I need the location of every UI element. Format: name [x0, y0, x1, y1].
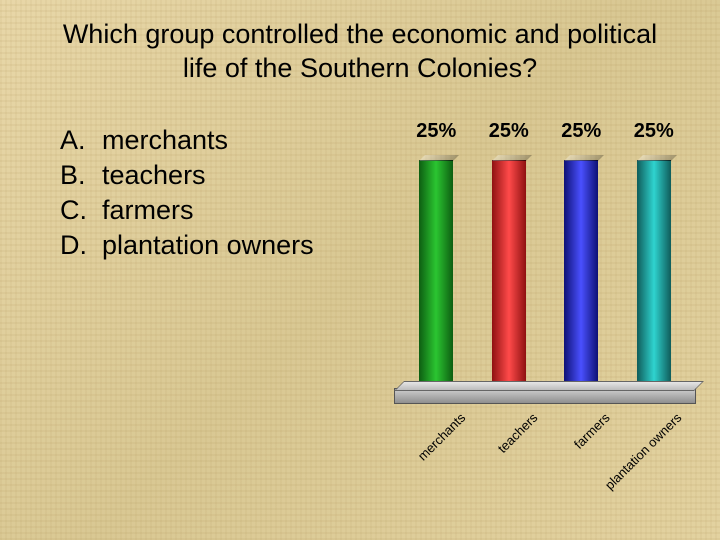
bar-farmers: [564, 160, 598, 390]
question-text: Which group controlled the economic and …: [60, 18, 660, 86]
option-text: farmers: [102, 195, 194, 226]
option-letter: C.: [60, 195, 92, 226]
x-labels: merchants teachers farmers plantation ow…: [400, 410, 690, 470]
option-d[interactable]: D. plantation owners: [60, 230, 314, 261]
option-letter: B.: [60, 160, 92, 191]
value-label: 25%: [479, 120, 539, 143]
bar-merchants: [419, 160, 453, 390]
bars-area: [400, 150, 690, 390]
option-letter: A.: [60, 125, 92, 156]
option-c[interactable]: C. farmers: [60, 195, 314, 226]
value-labels-row: 25% 25% 25% 25%: [400, 120, 690, 143]
bar-plantation-owners: [637, 160, 671, 390]
option-letter: D.: [60, 230, 92, 261]
x-label: farmers: [571, 410, 613, 452]
value-label: 25%: [406, 120, 466, 143]
bar-teachers: [492, 160, 526, 390]
slide-content: Which group controlled the economic and …: [0, 0, 720, 540]
option-text: teachers: [102, 160, 206, 191]
option-text: merchants: [102, 125, 228, 156]
value-label: 25%: [624, 120, 684, 143]
x-label: teachers: [495, 410, 541, 456]
options-list: A. merchants B. teachers C. farmers D. p…: [60, 125, 314, 265]
response-chart: 25% 25% 25% 25% merchants teachers farme…: [400, 120, 690, 460]
chart-base: [394, 388, 696, 404]
x-label: plantation owners: [602, 410, 685, 493]
option-a[interactable]: A. merchants: [60, 125, 314, 156]
x-label: merchants: [415, 410, 469, 464]
option-text: plantation owners: [102, 230, 314, 261]
option-b[interactable]: B. teachers: [60, 160, 314, 191]
value-label: 25%: [551, 120, 611, 143]
